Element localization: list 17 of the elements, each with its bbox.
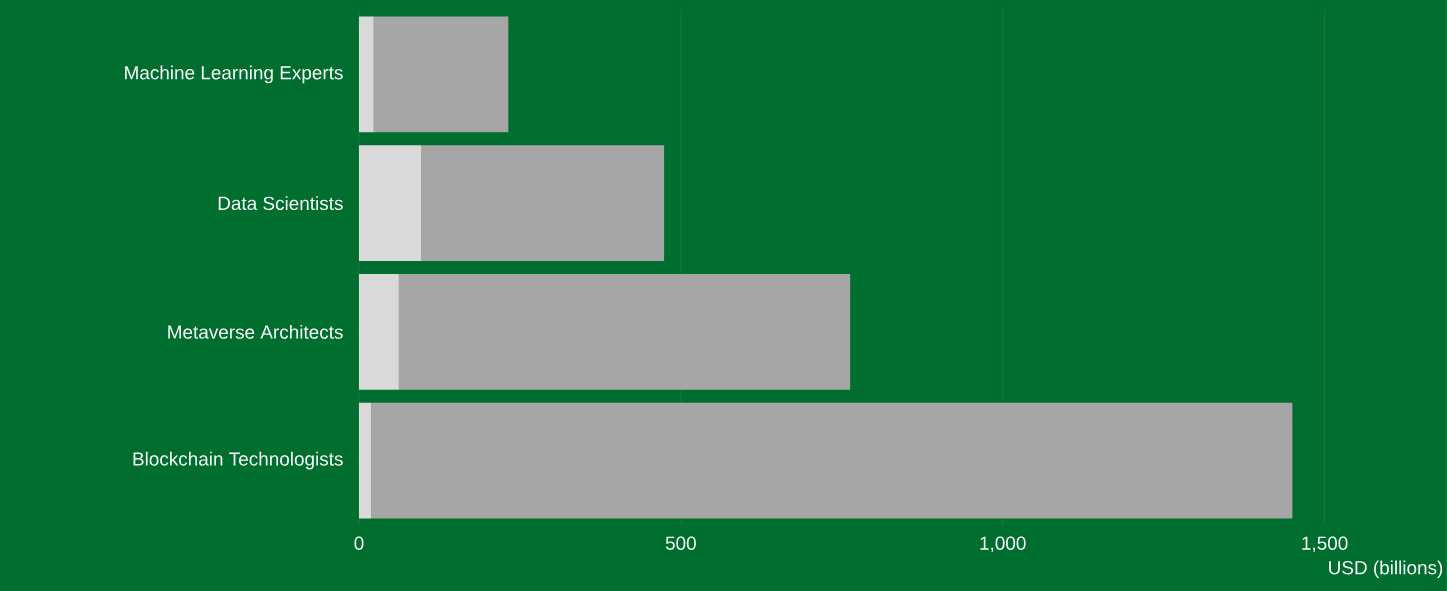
x-tick-label: 1,500 [1302,536,1348,553]
y-tick-label: Machine Learning Experts [125,65,343,84]
y-tick-label: Metaverse Architects [168,324,343,339]
y-tick-label: Blockchain Technologists [133,451,343,470]
bar [358,273,399,390]
bar [358,145,422,262]
x-tick-label: 500 [665,536,696,550]
bar [373,16,509,133]
x-tick-label: 0 [354,536,364,550]
bar [398,273,851,390]
bar [421,145,665,262]
x-tick-label: 1,000 [980,536,1026,553]
bar [371,402,1293,519]
y-tick-label: Data Scientists [218,196,343,211]
bar [358,16,374,133]
bar [358,402,372,519]
x-axis-title: USD (billions) [1329,560,1443,579]
